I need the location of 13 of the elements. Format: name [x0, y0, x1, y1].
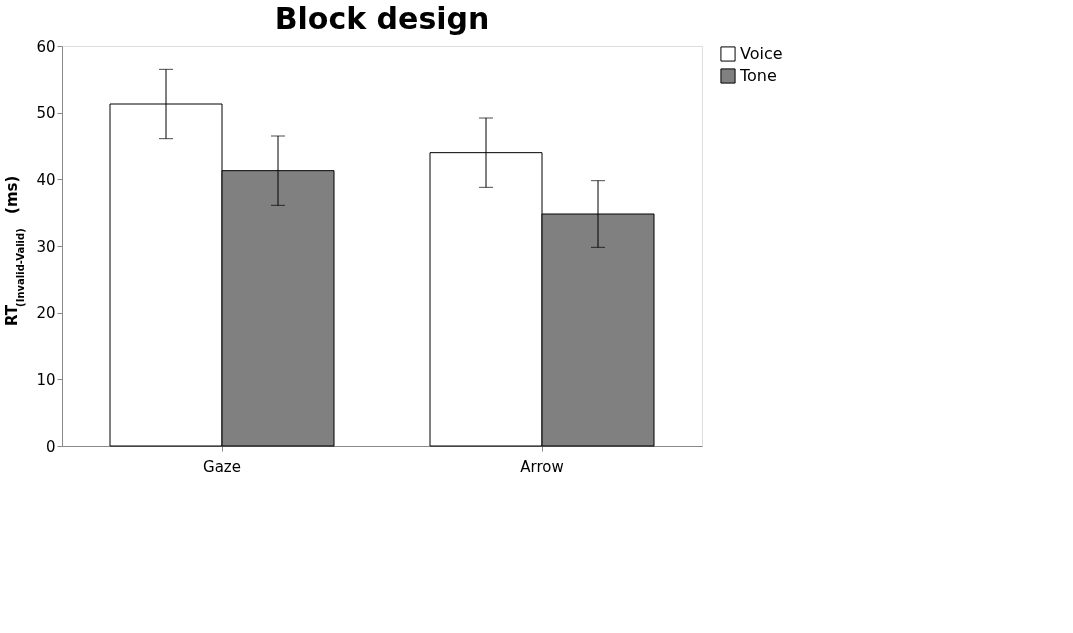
y-tick-label: 20: [36, 304, 56, 323]
text: RT(Invalid-Valid) (ms): [3, 175, 26, 327]
legend-label: Tone: [739, 66, 777, 85]
x-tick-label: Gaze: [203, 457, 241, 476]
y-tick-label: 10: [36, 370, 56, 389]
y-tick-label: 50: [36, 104, 56, 123]
legend-label: Voice: [740, 44, 783, 63]
y-tick-label: 30: [36, 237, 56, 256]
x-tick-label: Arrow: [520, 457, 564, 476]
y-tick-label: 40: [36, 170, 56, 189]
y-tick-label: 0: [45, 437, 56, 456]
chart-title: Block design: [274, 1, 490, 36]
y-tick-label: 60: [36, 37, 56, 56]
